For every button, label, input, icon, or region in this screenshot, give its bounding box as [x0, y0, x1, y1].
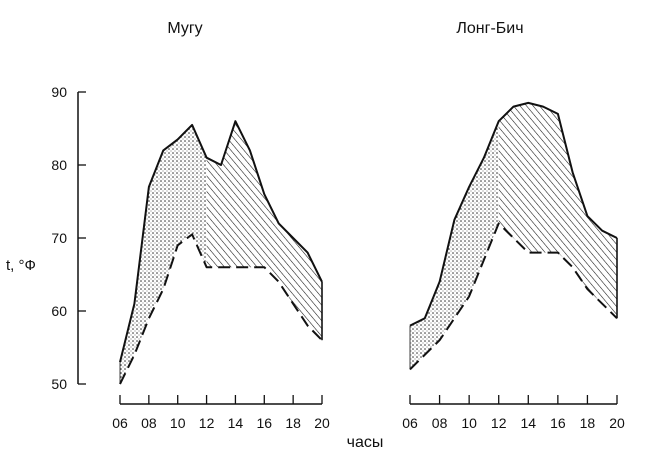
y-tick-label: 50 [51, 376, 67, 392]
x-axis-label: часы [347, 434, 384, 451]
y-tick-label: 70 [51, 230, 67, 246]
band-hatched-area [206, 121, 322, 341]
x-tick-label: 10 [170, 415, 186, 431]
x-tick-label: 18 [285, 415, 301, 431]
x-tick-label: 12 [199, 415, 215, 431]
band-dotted-area [410, 121, 499, 370]
x-tick-label: 18 [580, 415, 596, 431]
x-tick-label: 08 [432, 415, 448, 431]
x-tick-label: 12 [491, 415, 507, 431]
y-tick-label: 80 [51, 157, 67, 173]
band-hatched-area [498, 102, 617, 319]
series-max-line [409, 101, 618, 327]
x-tick-label: 20 [314, 415, 330, 431]
x-tick-label: 16 [256, 415, 272, 431]
x-tick-label: 14 [520, 415, 536, 431]
series-min-line [119, 233, 323, 385]
x-tick-label: 06 [402, 415, 418, 431]
x-tick-label: 20 [609, 415, 625, 431]
chart-panel-long-beach: 06 08 10 12 14 16 18 20 Лонг-Бич [402, 20, 625, 431]
x-tick-label: 08 [141, 415, 157, 431]
chart-panel-mugu: 06 08 10 12 14 16 18 20 50 60 70 80 90 t, °Ф Мугу [6, 20, 330, 431]
band-dotted-area [120, 124, 207, 385]
y-tick-label: 90 [51, 84, 67, 100]
y-axis-label: t, °Ф [6, 257, 36, 274]
panel-title: Мугу [167, 20, 202, 37]
x-tick-label: 14 [228, 415, 244, 431]
panel-title: Лонг-Бич [456, 20, 523, 37]
series-max-line [119, 120, 323, 363]
x-tick-label: 06 [112, 415, 128, 431]
x-tick-label: 10 [461, 415, 477, 431]
x-tick-label: 16 [550, 415, 566, 431]
y-tick-label: 60 [51, 303, 67, 319]
